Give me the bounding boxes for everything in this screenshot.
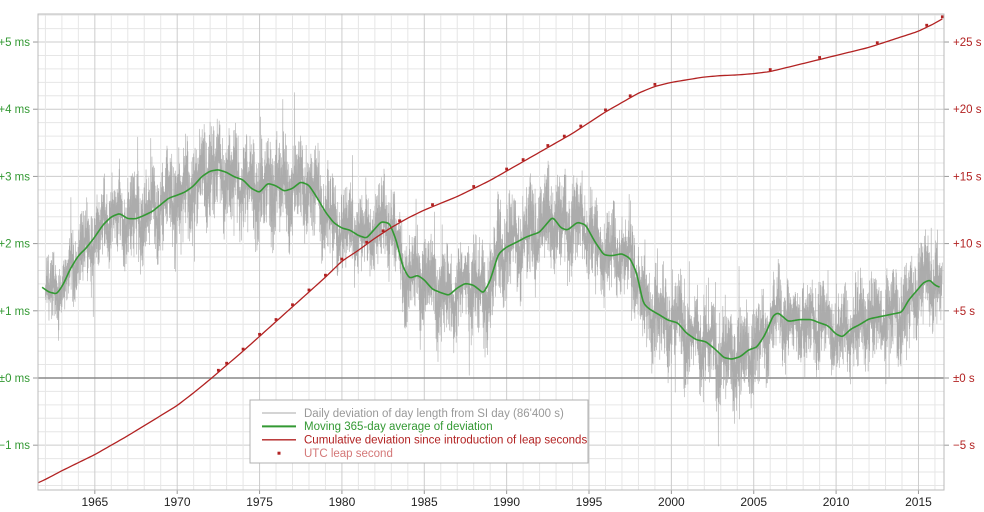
leap-second-dot <box>505 167 509 171</box>
plot-frame <box>37 13 945 491</box>
leap-second-dot <box>472 185 476 188</box>
x-axis-tick-label: 1985 <box>411 495 438 509</box>
y-axis-left-tick-label: +1 ms <box>0 306 30 318</box>
cumulative-deviation-series <box>38 18 943 484</box>
leap-second-dot <box>324 273 327 277</box>
leap-second-dot <box>340 257 344 261</box>
legend-item-label: Daily deviation of day length from SI da… <box>304 408 564 420</box>
leap-second-dot <box>875 41 879 45</box>
leap-second-dot <box>925 23 929 27</box>
moving-average-line <box>41 169 940 360</box>
y-axis-left-tick-label: +2 ms <box>0 239 30 251</box>
x-axis-tick-label: 2015 <box>905 495 932 509</box>
x-axis-tick-label: 2000 <box>658 495 685 509</box>
leap-second-dot <box>940 15 944 19</box>
x-axis-tick-label: 1995 <box>576 495 603 509</box>
legend-item-label: Cumulative deviation since introduction … <box>304 435 587 447</box>
cumulative-deviation-line <box>38 18 943 484</box>
leap-second-dot <box>274 318 278 321</box>
y-axis-left-tick-label: +3 ms <box>0 171 30 183</box>
x-axis-labels: 1965 1970 1975 1980 1985 1990 1995 2000 2005 2010… <box>81 495 932 509</box>
leap-second-dot <box>307 288 311 292</box>
leap-second-dot <box>258 332 261 336</box>
leap-second-dot <box>521 158 525 162</box>
leap-second-dot <box>365 240 369 244</box>
leap-second-dot <box>628 94 632 98</box>
x-axis-tick-label: 1970 <box>164 495 191 509</box>
daily-deviation-series <box>45 92 943 447</box>
y-axis-left-tick-label: −1 ms <box>0 440 30 452</box>
leap-second-dot <box>381 229 385 233</box>
leap-second-dot <box>768 68 772 71</box>
leap-second-dot <box>579 124 583 128</box>
y-axis-right-tick-label: +10 s <box>953 239 982 251</box>
y-axis-right-labels: +25 s +20 s +15 s +10 s +5 s ±0 s −5 s <box>953 37 982 452</box>
leap-second-dot <box>225 361 229 365</box>
leap-second-dot <box>562 134 566 138</box>
leap-second-dot <box>431 203 434 207</box>
x-axis-tick-label: 2005 <box>740 495 767 509</box>
y-axis-right-tick-label: +20 s <box>953 104 982 116</box>
y-axis-left-tick-label: +4 ms <box>0 104 30 116</box>
y-axis-left-tick-label: ±0 ms <box>0 373 30 385</box>
x-axis-tick-label: 2010 <box>823 495 850 509</box>
y-axis-right-tick-label: +5 s <box>953 306 975 318</box>
x-axis-tick-label: 1975 <box>246 495 273 509</box>
x-axis-tick-label: 1980 <box>329 495 356 509</box>
y-axis-right-tick-label: +15 s <box>953 171 982 183</box>
x-axis-tick-label: 1990 <box>493 495 520 509</box>
y-axis-left-labels: +5 ms +4 ms +3 ms +2 ms +1 ms ±0 ms −1 ms <box>0 37 30 452</box>
moving-average-series <box>41 169 940 360</box>
y-axis-left-tick-label: +5 ms <box>0 37 30 49</box>
leap-second-dot <box>291 303 294 307</box>
legend: Daily deviation of day length from SI da… <box>249 399 589 464</box>
leap-second-dot <box>604 108 607 112</box>
legend-leap-second-dot <box>277 451 281 455</box>
x-axis-tick-label: 1965 <box>81 495 108 509</box>
leap-second-dot <box>818 56 822 59</box>
y-axis-right-tick-label: ±0 s <box>953 373 975 385</box>
y-axis-right-tick-label: +25 s <box>953 37 982 49</box>
y-axis-right-tick-label: −5 s <box>953 440 975 452</box>
legend-item-label: Moving 365-day average of deviation <box>304 421 493 433</box>
leap-second-dot <box>241 347 245 351</box>
leap-second-dot <box>546 144 550 147</box>
legend-box <box>249 399 589 464</box>
leap-second-dot <box>398 219 401 223</box>
axis-ticks-layer <box>33 41 949 494</box>
plot-border <box>37 13 945 491</box>
leap-second-dot <box>216 368 220 372</box>
leap-second-markers <box>216 15 944 372</box>
daily-deviation-line <box>45 92 943 447</box>
leap-second-dot <box>653 82 657 86</box>
legend-item-label: UTC leap second <box>304 448 393 460</box>
